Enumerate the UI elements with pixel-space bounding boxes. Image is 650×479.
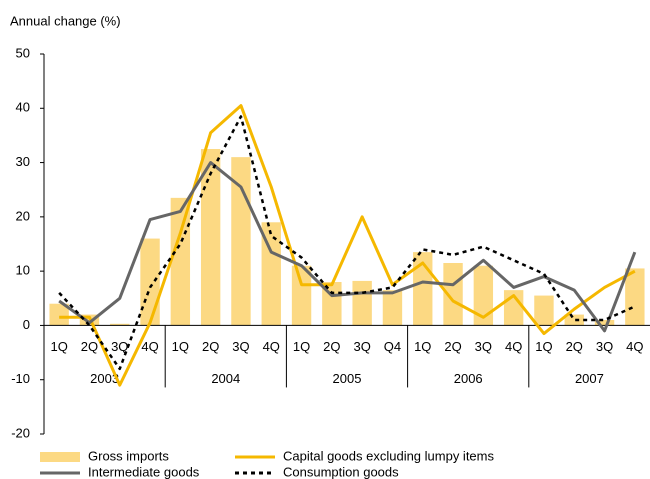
group-label: 2006 [454, 371, 483, 386]
bar [200, 149, 221, 326]
x-tick-label: 1Q [293, 339, 310, 354]
x-tick-label: 2Q [202, 339, 219, 354]
y-tick-label: 40 [16, 100, 30, 115]
y-tick-label: -20 [11, 425, 30, 440]
x-tick-label: 4Q [141, 339, 158, 354]
bar [534, 295, 554, 326]
y-tick-label: 10 [16, 263, 30, 278]
group-label: 2005 [333, 371, 362, 386]
x-tick-label: 4Q [505, 339, 522, 354]
x-tick-label: 4Q [263, 339, 280, 354]
bar [352, 280, 372, 326]
x-tick-label: 1Q [172, 339, 189, 354]
bar [291, 265, 312, 326]
legend-label: Capital goods excluding lumpy items [283, 448, 494, 463]
y-tick-label: 0 [23, 317, 30, 332]
line-series [58, 115, 636, 371]
bar [170, 197, 191, 326]
x-tick-label: 3Q [353, 339, 370, 354]
legend-label: Intermediate goods [88, 464, 200, 479]
x-tick-label: 2Q [323, 339, 340, 354]
x-tick-label: 3Q [475, 339, 492, 354]
bar [625, 268, 645, 326]
x-tick-label: Q4 [384, 339, 401, 354]
group-label: 2003 [90, 371, 119, 386]
group-label: 2007 [575, 371, 604, 386]
bar [594, 320, 615, 326]
group-label: 2004 [211, 371, 240, 386]
legend-label: Consumption goods [283, 464, 399, 479]
y-axis-title: Annual change (%) [10, 13, 121, 28]
bar [140, 238, 160, 326]
bar [473, 265, 494, 326]
y-tick-label: 50 [16, 45, 30, 60]
legend-swatch [40, 452, 80, 462]
y-tick-label: 30 [16, 154, 30, 169]
x-tick-label: 3Q [232, 339, 249, 354]
x-tick-label: 1Q [50, 339, 67, 354]
x-tick-label: 2Q [444, 339, 461, 354]
x-tick-label: 4Q [626, 339, 643, 354]
line-series [59, 104, 636, 387]
x-tick-label: 1Q [414, 339, 431, 354]
bar [49, 303, 69, 326]
y-tick-label: 20 [16, 208, 30, 223]
x-tick-label: 3Q [596, 339, 613, 354]
legend-label: Gross imports [88, 448, 169, 463]
bar [110, 323, 130, 326]
x-tick-label: 2Q [566, 339, 583, 354]
x-tick-label: 3Q [111, 339, 128, 354]
x-tick-label: 2Q [81, 339, 98, 354]
line-series [58, 161, 637, 333]
bar [261, 222, 281, 326]
y-tick-label: -10 [11, 371, 30, 386]
bar [443, 263, 463, 326]
x-tick-label: 1Q [535, 339, 552, 354]
bar [564, 314, 584, 326]
bar [382, 290, 403, 326]
